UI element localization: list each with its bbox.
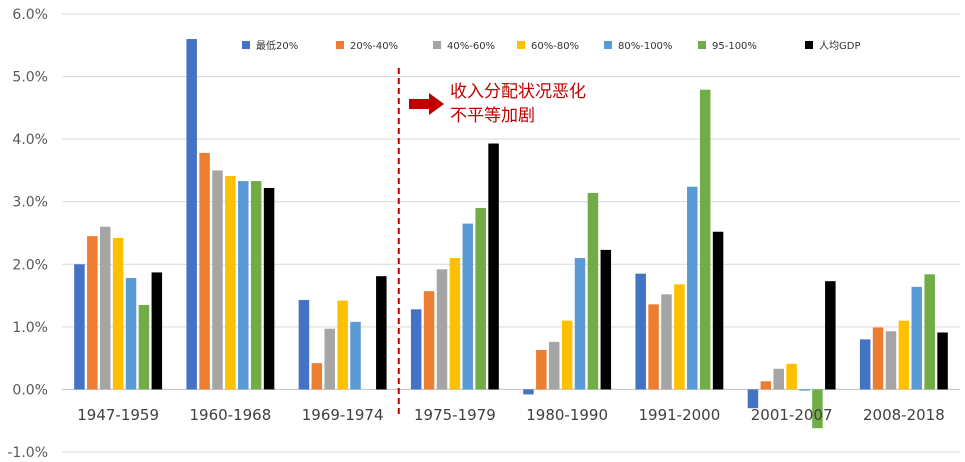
bar: [548, 341, 560, 390]
bar: [350, 321, 361, 390]
y-tick-label: 3.0%: [12, 195, 48, 211]
bar: [151, 272, 163, 390]
bar: [112, 238, 124, 390]
legend-swatch: [517, 41, 525, 49]
bar: [376, 276, 387, 390]
y-tick-label: 2.0%: [12, 257, 48, 273]
annotation-line-2: 不平等加剧: [450, 106, 535, 126]
bar: [898, 320, 910, 390]
bar: [825, 281, 836, 390]
bar: [799, 389, 810, 391]
bar: [87, 236, 98, 390]
bar: [263, 187, 275, 390]
bar: [337, 300, 348, 390]
bar: [199, 152, 210, 390]
legend-swatch: [433, 41, 441, 49]
x-axis: 1947-1959 1960-1968 1969-1974 1975-1979 1980…: [77, 406, 945, 424]
bar: [812, 389, 823, 429]
legend-label: 95-100%: [712, 41, 757, 52]
legend-swatch: [242, 41, 250, 49]
bar: [225, 176, 236, 390]
bar: [298, 299, 310, 390]
bar: [661, 294, 672, 390]
bar: [212, 170, 223, 390]
bar: [238, 181, 249, 390]
bar: [186, 39, 197, 390]
x-category-label: 1991-2000: [638, 406, 720, 424]
bar: [712, 231, 724, 390]
x-category-label: 2008-2018: [863, 406, 945, 424]
annotation-line-1: 收入分配状况恶化: [450, 82, 586, 102]
bar: [859, 339, 871, 390]
bar: [536, 350, 547, 390]
bar: [250, 181, 262, 390]
legend-label: 20%-40%: [350, 41, 398, 52]
bar: [924, 274, 935, 390]
bar: [449, 258, 461, 390]
x-category-label: 2001-2007: [751, 406, 833, 424]
arrow-icon: [409, 93, 444, 115]
bar: [747, 389, 759, 409]
bar: [635, 273, 646, 390]
bars: [74, 39, 948, 429]
annotation: 收入分配状况恶化 不平等加剧: [397, 68, 586, 416]
bar: [436, 269, 448, 390]
bar: [786, 363, 797, 390]
gridlines: [62, 13, 960, 453]
x-category-label: 1980-1990: [526, 406, 608, 424]
bar: [125, 278, 137, 390]
legend-swatch: [604, 41, 612, 49]
bar: [423, 291, 435, 390]
legend-label: 最低20%: [256, 39, 298, 52]
x-category-label: 1975-1979: [414, 406, 496, 424]
bar: [872, 327, 884, 390]
legend-label: 40%-60%: [447, 41, 495, 52]
bar: [885, 331, 897, 390]
x-category-label: 1969-1974: [302, 406, 384, 424]
legend: 最低20% 20%-40% 40%-60% 60%-80% 80%-100% 95-100…: [242, 39, 860, 52]
bar: [488, 143, 499, 390]
bar: [475, 207, 486, 390]
bar: [911, 286, 923, 390]
bar: [410, 309, 422, 390]
bar: [74, 264, 85, 390]
bar: [587, 192, 599, 390]
bar: [760, 381, 772, 390]
y-tick-label: 5.0%: [12, 70, 48, 86]
y-axis: -1.0% 0.0% 1.0% 2.0% 3.0% 4.0% 5.0% 6.0%: [7, 7, 48, 461]
legend-swatch: [336, 41, 344, 49]
bar: [687, 186, 698, 390]
legend-swatch: [805, 41, 813, 49]
bar: [311, 363, 323, 390]
bar: [99, 226, 111, 390]
legend-swatch: [698, 41, 706, 49]
legend-label: 60%-80%: [531, 41, 579, 52]
x-category-label: 1960-1968: [189, 406, 271, 424]
y-tick-label: 4.0%: [12, 132, 48, 148]
bar: [561, 320, 573, 390]
bar: [324, 328, 335, 390]
bar: [600, 249, 612, 390]
bar: [699, 89, 711, 390]
y-tick-label: 0.0%: [12, 382, 48, 398]
bar: [648, 304, 659, 390]
bar: [523, 389, 534, 395]
bar: [773, 368, 784, 390]
x-category-label: 1947-1959: [77, 406, 159, 424]
y-tick-label: -1.0%: [7, 445, 48, 461]
bar: [674, 284, 685, 390]
bar: [462, 223, 474, 390]
legend-label: 80%-100%: [618, 41, 672, 52]
legend-label: 人均GDP: [819, 40, 860, 52]
y-tick-label: 6.0%: [12, 7, 48, 23]
bar: [574, 258, 586, 390]
bar: [138, 304, 150, 390]
y-tick-label: 1.0%: [12, 320, 48, 336]
bar: [937, 332, 948, 390]
